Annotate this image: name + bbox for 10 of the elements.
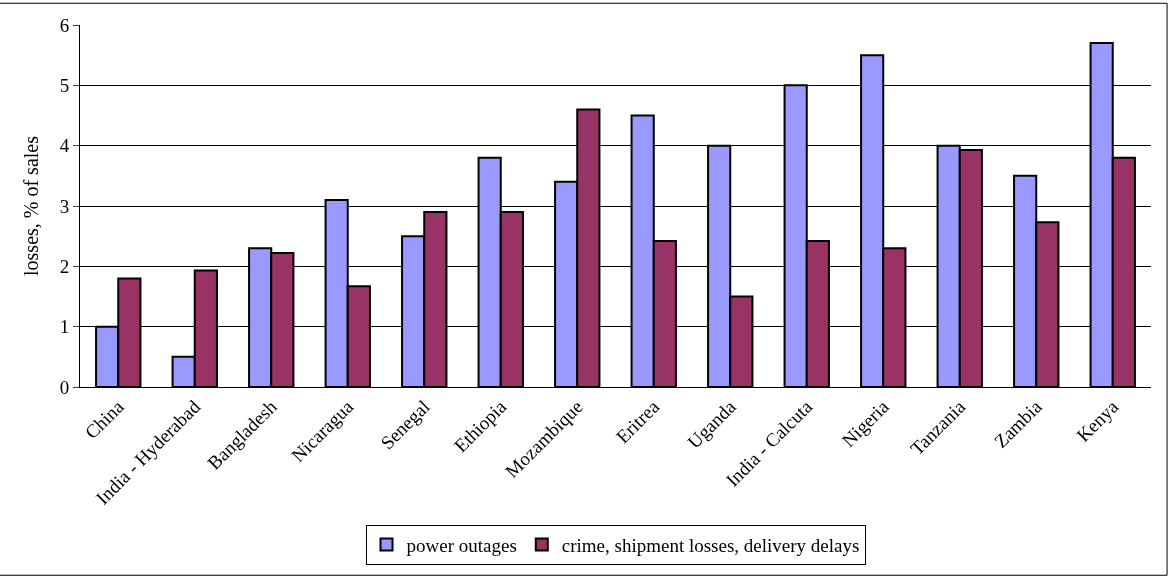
y-tick-label: 4 [59, 135, 70, 157]
legend-label: crime, shipment losses, delivery delays [561, 534, 860, 556]
y-tick-label: 0 [59, 376, 70, 398]
y-axis-title: losses, % of sales [20, 135, 43, 276]
y-tick-label: 5 [59, 74, 70, 96]
y-tick-label: 6 [59, 14, 70, 36]
y-tick-label: 2 [59, 255, 70, 277]
y-tick-label: 1 [59, 316, 70, 338]
legend-label: power outages [406, 534, 517, 556]
y-tick-label: 3 [59, 195, 70, 217]
